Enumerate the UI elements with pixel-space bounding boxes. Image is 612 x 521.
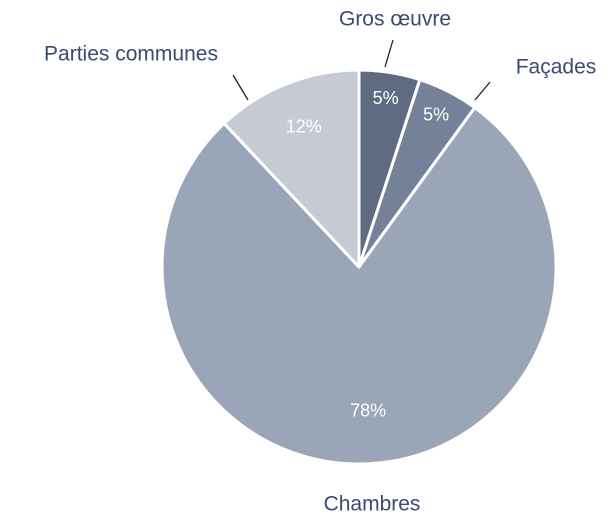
data-label: 5% <box>423 104 449 124</box>
category-label: Parties communes <box>44 43 218 66</box>
category-label: Chambres <box>324 493 421 516</box>
data-label: 5% <box>373 88 399 108</box>
leader-line <box>474 81 491 101</box>
leader-line <box>384 39 394 68</box>
category-label: Façades <box>516 56 597 79</box>
pie-slice <box>160 106 558 466</box>
data-label: 12% <box>286 116 322 136</box>
leader-line <box>232 74 249 101</box>
pie-slice <box>222 68 361 269</box>
data-label: 78% <box>350 400 386 420</box>
category-label: Gros œuvre <box>339 8 451 31</box>
